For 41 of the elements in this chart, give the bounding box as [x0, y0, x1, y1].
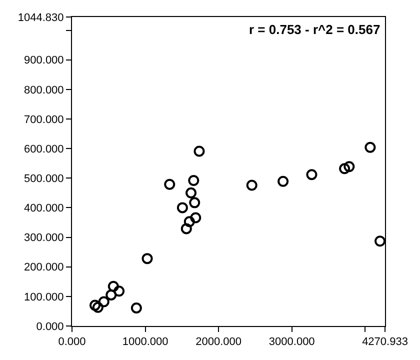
point [306, 169, 318, 180]
point [278, 176, 289, 187]
point [184, 216, 195, 228]
y-tick-label: 900.000 [24, 54, 64, 67]
y-tick-label: 0.000 [36, 320, 64, 333]
point [344, 161, 355, 172]
y-tick-label: 800.000 [24, 84, 64, 96]
y-tick-label: 100.000 [24, 291, 64, 304]
point [339, 163, 350, 174]
point [190, 212, 202, 224]
point [374, 236, 386, 247]
point [176, 202, 188, 214]
y-tick-label: 600.000 [24, 143, 64, 156]
y-tick-label: 200.000 [24, 262, 64, 274]
point [188, 174, 200, 186]
point [142, 253, 153, 264]
point [90, 300, 101, 311]
x-tick-label: 1000.000 [122, 336, 168, 348]
x-tick-label: 4270.933 [362, 336, 408, 348]
y-tick-label: 700.000 [24, 114, 64, 126]
point [98, 296, 110, 308]
y-tick-label: 1044.830 [18, 12, 64, 24]
point [106, 289, 117, 300]
point [114, 286, 125, 297]
point [186, 187, 197, 198]
y-tick-label: 300.000 [24, 232, 64, 244]
x-tick-label: 2000.000 [196, 336, 242, 348]
point [130, 302, 142, 314]
point [189, 197, 200, 208]
point [180, 223, 192, 234]
point [246, 180, 258, 191]
annotation: r = 0.753 - r^2 = 0.567 [249, 22, 380, 37]
x-tick-label: 0.000 [58, 336, 86, 348]
point [92, 302, 104, 313]
x-tick-label: 3000.000 [268, 336, 315, 348]
point [164, 178, 176, 190]
point [194, 146, 205, 157]
y-tick-label: 500.000 [24, 172, 64, 185]
point [364, 142, 376, 153]
point [108, 280, 119, 292]
y-tick-label: 400.000 [24, 202, 64, 215]
